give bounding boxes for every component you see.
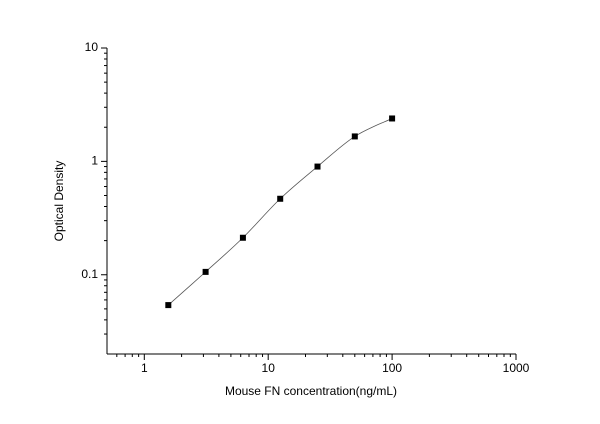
data-point (239, 234, 246, 241)
y-axis-label: Optical Density (52, 161, 66, 242)
data-point (277, 195, 284, 202)
x-axis-label: Mouse FN concentration(ng/mL) (225, 384, 397, 398)
y-tick-label: 1 (91, 154, 98, 168)
data-point (351, 133, 358, 140)
x-tick-label: 1 (141, 361, 148, 375)
x-tick-label: 1000 (503, 361, 530, 375)
data-point (389, 115, 396, 122)
y-tick-label: 0.1 (81, 267, 98, 281)
data-point (202, 268, 209, 275)
x-tick-label: 100 (382, 361, 402, 375)
fit-curve (168, 118, 393, 306)
y-tick-label: 10 (85, 40, 99, 54)
data-point (314, 163, 321, 170)
data-point (165, 302, 172, 309)
x-tick-label: 10 (262, 361, 276, 375)
